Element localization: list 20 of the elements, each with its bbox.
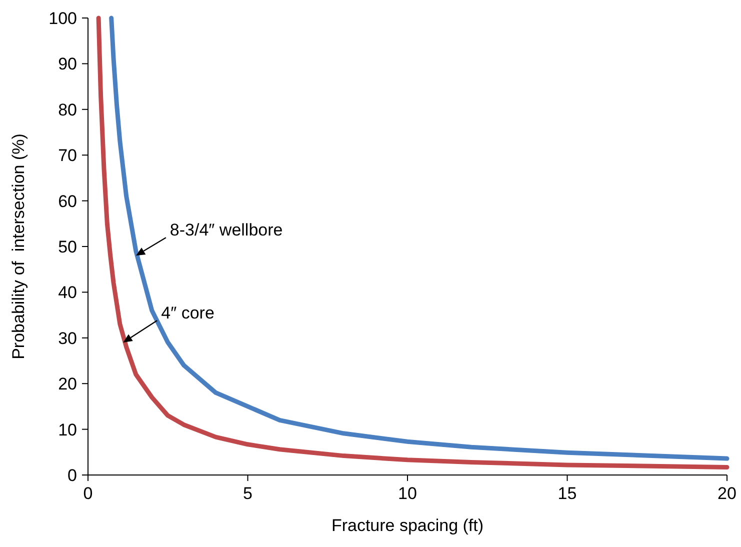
x-tick-label: 5 xyxy=(243,484,252,503)
x-tick-label: 0 xyxy=(83,484,93,503)
y-tick-label: 10 xyxy=(58,420,77,440)
y-tick-label: 90 xyxy=(58,54,77,74)
y-tick-label: 80 xyxy=(58,100,77,120)
y-tick-label: 40 xyxy=(58,283,77,302)
y-tick-label: 70 xyxy=(58,146,77,166)
y-tick-label: 30 xyxy=(58,328,77,348)
annotation: 4″ core xyxy=(161,303,214,322)
y-tick-label: 50 xyxy=(58,237,77,256)
y-axis-title: Probability of intersection (%) xyxy=(9,134,28,360)
x-tick-label: 10 xyxy=(398,484,417,503)
y-tick-label: 60 xyxy=(58,192,77,211)
x-tick-label: 20 xyxy=(718,484,736,503)
y-tick-label: 0 xyxy=(68,466,77,485)
y-tick-label: 100 xyxy=(48,8,77,28)
x-tick-label: 15 xyxy=(558,484,577,503)
x-axis-title: Fracture spacing (ft) xyxy=(331,516,484,535)
annotation: 8-3/4″ wellbore xyxy=(170,220,283,240)
y-tick-label: 20 xyxy=(58,374,77,394)
